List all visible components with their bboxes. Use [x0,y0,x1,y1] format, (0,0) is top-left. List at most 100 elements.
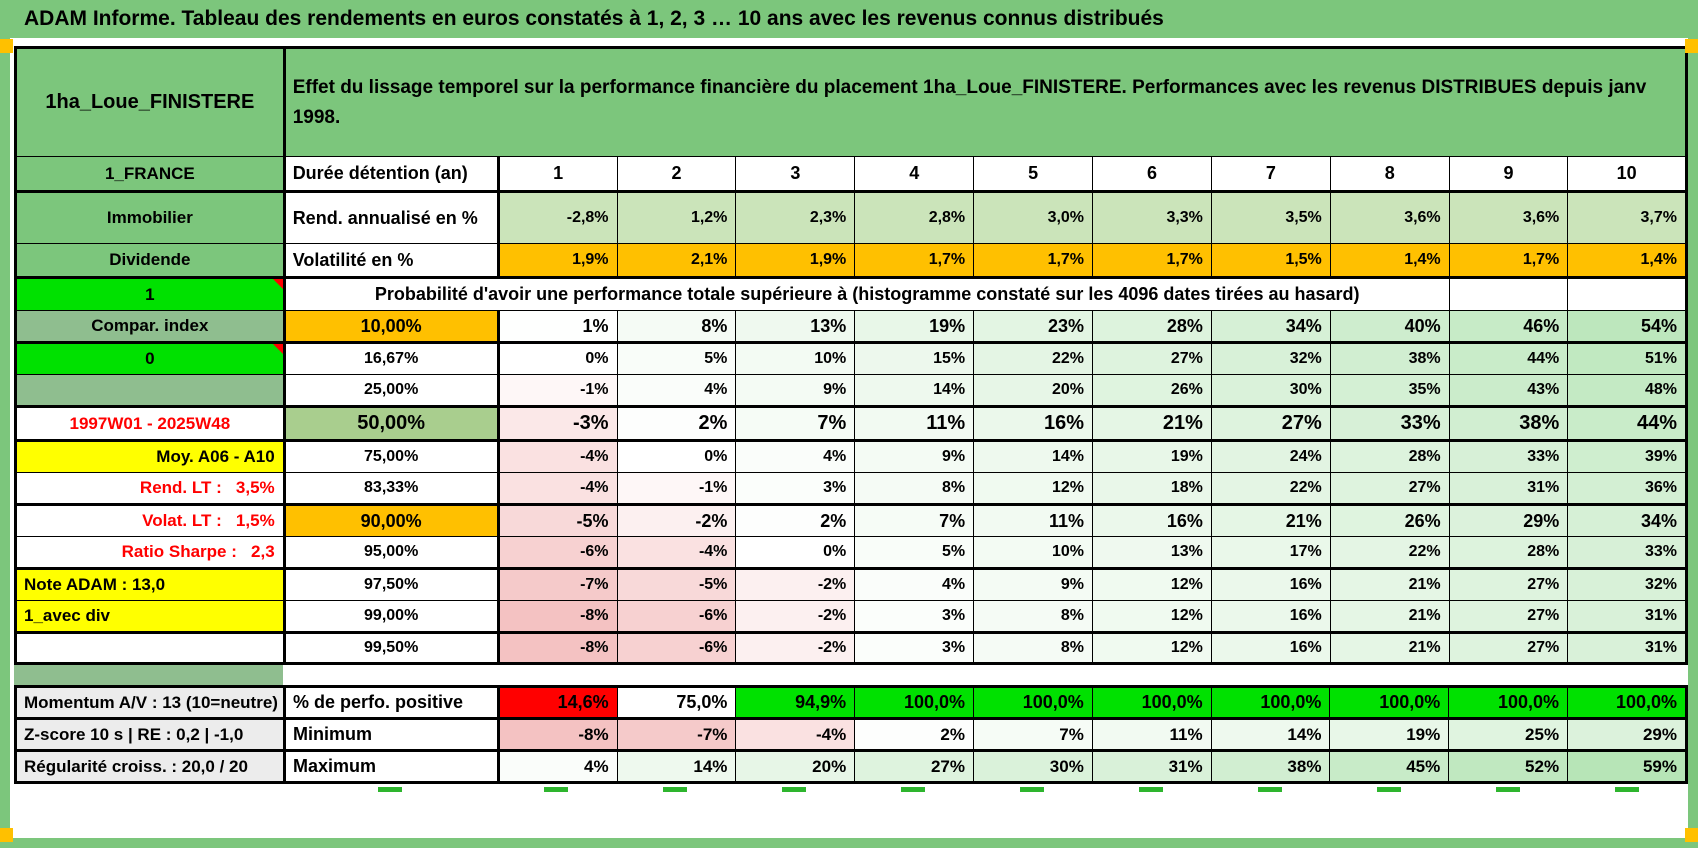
prob-cell-7-4[interactable]: 7% [854,504,975,537]
footer-cell-1-10[interactable]: 100,0% [1567,686,1687,720]
prob-left-11[interactable] [15,632,286,664]
prob-cell-1-8[interactable]: 40% [1329,310,1450,344]
vol-value-1[interactable]: 1,9% [497,243,618,279]
prob-cell-6-6[interactable]: 18% [1092,472,1212,506]
footer-label-1[interactable]: % de perfo. positive [283,686,500,720]
duration-col-1[interactable]: 1 [497,156,618,193]
prob-cell-9-5[interactable]: 9% [973,568,1094,601]
prob-threshold-7[interactable]: 90,00% [283,504,500,537]
prob-cell-5-5[interactable]: 14% [973,440,1094,473]
prob-cell-10-6[interactable]: 12% [1092,600,1212,634]
footer-cell-2-3[interactable]: -4% [735,718,856,752]
prob-cell-3-9[interactable]: 43% [1448,374,1569,408]
empty-cell-10[interactable] [1567,277,1687,311]
prob-cell-4-5[interactable]: 16% [973,406,1094,442]
prob-cell-9-10[interactable]: 32% [1567,568,1687,601]
duration-col-2[interactable]: 2 [616,156,737,193]
duration-label-cell[interactable]: Durée détention (an) [283,156,500,193]
prob-cell-7-9[interactable]: 29% [1448,504,1569,537]
prob-cell-7-10[interactable]: 34% [1567,504,1687,537]
footer-cell-2-1[interactable]: -8% [497,718,618,752]
prob-cell-3-3[interactable]: 9% [735,374,856,408]
footer-cell-1-8[interactable]: 100,0% [1329,686,1450,720]
prob-cell-4-4[interactable]: 11% [854,406,975,442]
prob-cell-4-6[interactable]: 21% [1092,406,1212,442]
prob-cell-10-1[interactable]: -8% [497,600,618,634]
prob-cell-9-9[interactable]: 27% [1448,568,1569,601]
vol-label-cell[interactable]: Volatilité en % [283,243,500,279]
prob-cell-4-2[interactable]: 2% [616,406,737,442]
footer-cell-3-7[interactable]: 38% [1210,750,1331,783]
vol-value-9[interactable]: 1,7% [1448,243,1569,279]
footer-cell-2-2[interactable]: -7% [616,718,737,752]
prob-cell-10-3[interactable]: -2% [735,600,856,634]
duration-col-3[interactable]: 3 [735,156,856,193]
description-cell[interactable]: Effet du lissage temporel sur la perform… [283,47,1688,157]
footer-cell-2-8[interactable]: 19% [1329,718,1450,752]
prob-cell-1-1[interactable]: 1% [497,310,618,344]
prob-cell-3-10[interactable]: 48% [1567,374,1687,408]
prob-cell-5-4[interactable]: 9% [854,440,975,473]
prob-threshold-10[interactable]: 99,00% [283,600,500,634]
prob-left-5[interactable]: Moy. A06 - A10 [15,440,286,473]
prob-cell-10-9[interactable]: 27% [1448,600,1569,634]
dividend-label-cell[interactable]: Dividende [15,243,286,279]
footer-cell-1-7[interactable]: 100,0% [1210,686,1331,720]
duration-col-4[interactable]: 4 [854,156,975,193]
prob-cell-7-3[interactable]: 2% [735,504,856,537]
prob-left-6[interactable]: Rend. LT : 3,5% [15,472,286,506]
prob-cell-11-10[interactable]: 31% [1567,632,1687,664]
prob-cell-1-4[interactable]: 19% [854,310,975,344]
footer-cell-2-6[interactable]: 11% [1091,718,1212,752]
prob-cell-6-4[interactable]: 8% [854,472,975,506]
prob-threshold-3[interactable]: 25,00% [283,374,500,408]
prob-left-4[interactable]: 1997W01 - 2025W48 [15,406,286,442]
footer-label-3[interactable]: Maximum [283,750,500,783]
duration-col-10[interactable]: 10 [1567,156,1687,193]
footer-cell-1-9[interactable]: 100,0% [1448,686,1569,720]
prob-cell-1-10[interactable]: 54% [1567,310,1687,344]
prob-cell-11-7[interactable]: 16% [1210,632,1331,664]
rend-value-5[interactable]: 3,0% [973,191,1094,244]
prob-threshold-4[interactable]: 50,00% [283,406,500,442]
prob-cell-5-7[interactable]: 24% [1210,440,1331,473]
prob-cell-2-4[interactable]: 15% [854,342,975,375]
prob-cell-11-2[interactable]: -6% [616,632,737,664]
prob-cell-8-4[interactable]: 5% [854,536,975,570]
prob-cell-3-6[interactable]: 26% [1092,374,1212,408]
footer-cell-2-4[interactable]: 2% [854,718,974,752]
prob-cell-2-10[interactable]: 51% [1567,342,1687,375]
prob-cell-3-7[interactable]: 30% [1210,374,1331,408]
prob-left-2[interactable]: 0 [15,342,286,375]
rend-value-10[interactable]: 3,7% [1567,191,1687,244]
prob-cell-6-1[interactable]: -4% [497,472,618,506]
vol-value-8[interactable]: 1,4% [1329,243,1450,279]
footer-cell-3-5[interactable]: 30% [973,750,1093,783]
prob-left-1[interactable]: Compar. index [15,310,286,344]
prob-cell-8-9[interactable]: 28% [1448,536,1569,570]
rend-value-6[interactable]: 3,3% [1092,191,1212,244]
prob-cell-9-1[interactable]: -7% [497,568,618,601]
prob-cell-9-3[interactable]: -2% [735,568,856,601]
index-name-cell[interactable]: 1_FRANCE [15,156,286,193]
prob-cell-2-5[interactable]: 22% [973,342,1094,375]
prob-cell-2-7[interactable]: 32% [1210,342,1331,375]
prob-cell-4-10[interactable]: 44% [1567,406,1687,442]
vol-value-5[interactable]: 1,7% [973,243,1094,279]
prob-threshold-1[interactable]: 10,00% [283,310,500,344]
prob-cell-11-3[interactable]: -2% [735,632,856,664]
prob-threshold-11[interactable]: 99,50% [283,632,500,664]
vol-value-10[interactable]: 1,4% [1567,243,1687,279]
prob-cell-6-5[interactable]: 12% [973,472,1094,506]
prob-threshold-6[interactable]: 83,33% [283,472,500,506]
prob-cell-9-8[interactable]: 21% [1329,568,1450,601]
footer-cell-3-8[interactable]: 45% [1329,750,1450,783]
prob-cell-2-6[interactable]: 27% [1092,342,1212,375]
prob-cell-3-5[interactable]: 20% [973,374,1094,408]
footer-label-2[interactable]: Minimum [283,718,500,752]
prob-cell-8-6[interactable]: 13% [1092,536,1212,570]
duration-col-7[interactable]: 7 [1210,156,1331,193]
placement-name-cell[interactable]: 1ha_Loue_FINISTERE [15,47,286,157]
prob-cell-8-3[interactable]: 0% [735,536,856,570]
duration-col-9[interactable]: 9 [1448,156,1569,193]
